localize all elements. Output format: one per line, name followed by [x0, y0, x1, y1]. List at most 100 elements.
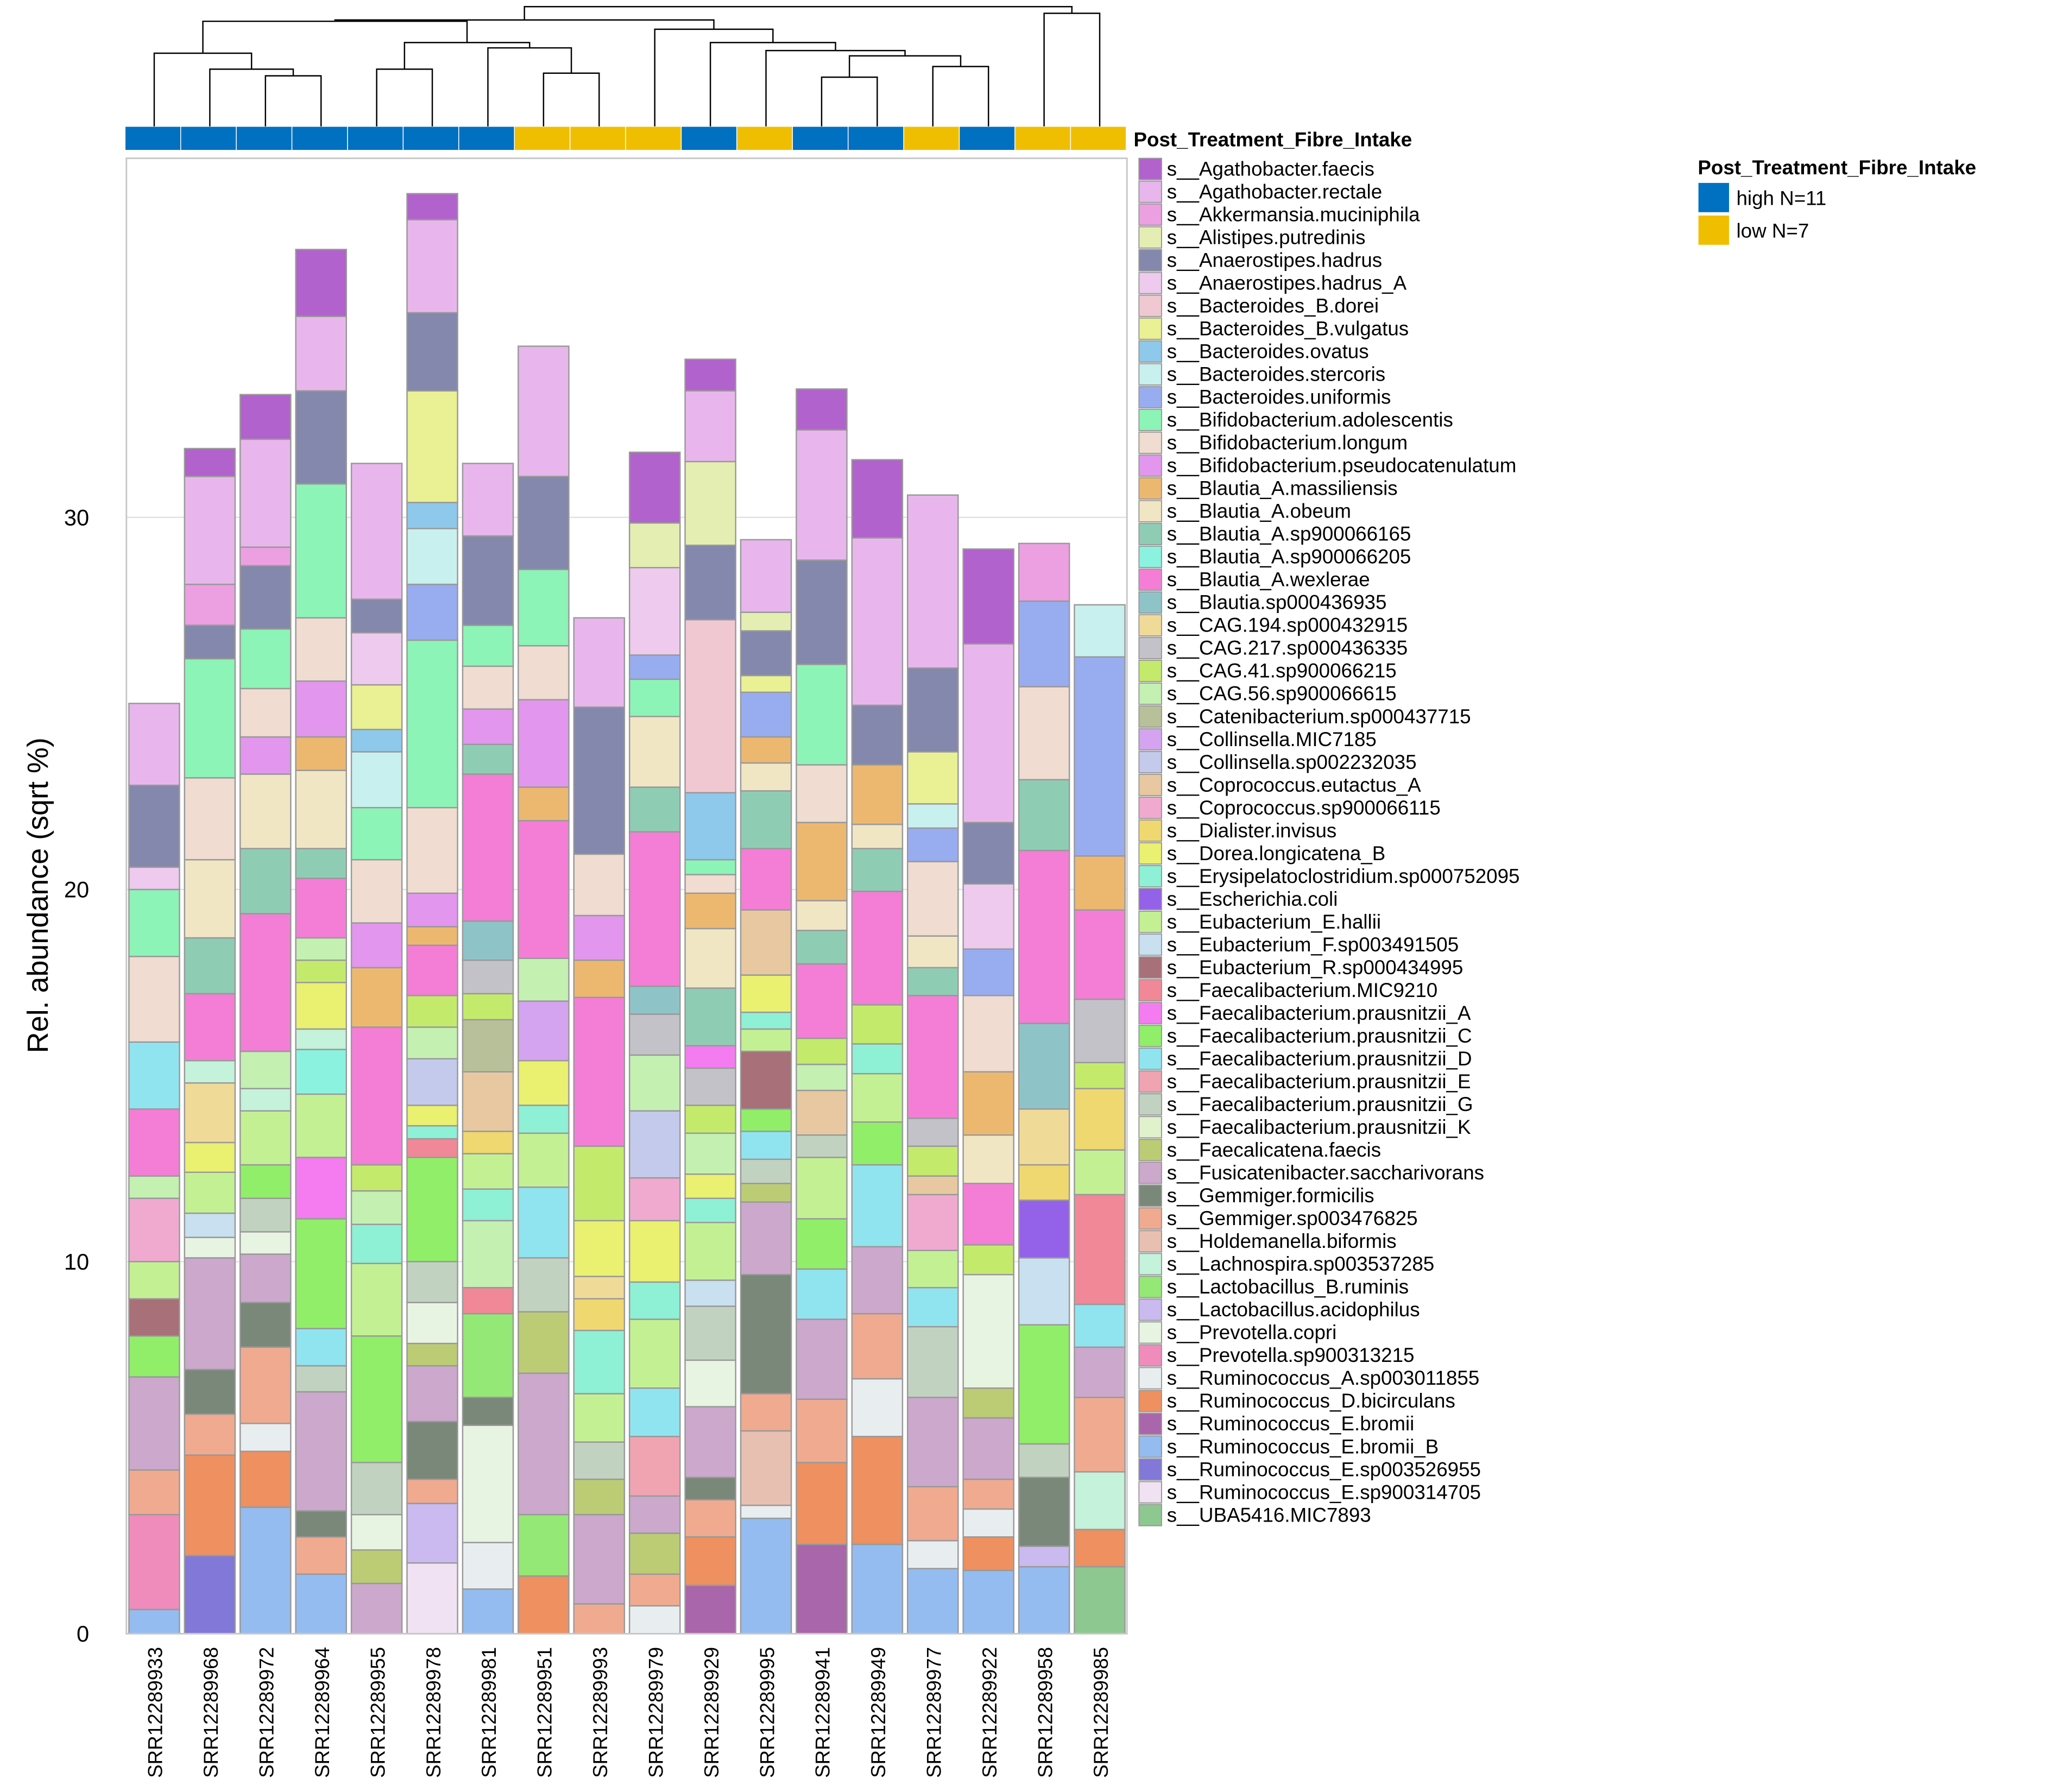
legend-swatch	[1138, 1162, 1162, 1184]
bar-segment	[796, 1134, 848, 1158]
legend-item: s__Blautia_A.wexlerae	[1138, 569, 1370, 591]
bar-segment	[239, 1088, 292, 1112]
bar-segment	[740, 848, 792, 911]
bar-segment	[740, 1393, 792, 1432]
group-annotation-cell	[903, 126, 960, 151]
bar-segment	[518, 1105, 570, 1134]
legend-swatch	[1138, 431, 1162, 454]
bar-segment	[350, 1164, 403, 1192]
bar-segment	[1018, 779, 1070, 851]
bar-segment	[1018, 1108, 1070, 1166]
group-annotation-cell	[124, 126, 181, 151]
legend-item: s__Faecalibacterium.prausnitzii_A	[1138, 1002, 1471, 1025]
bar-segment	[350, 1513, 403, 1551]
legend-item: s__Dialister.invisus	[1138, 819, 1336, 842]
legend-swatch	[1138, 545, 1162, 568]
bar-segment	[295, 483, 348, 619]
bar-segment	[350, 729, 403, 753]
legend-swatch	[1138, 682, 1162, 705]
group-annotation-cell	[291, 126, 348, 151]
bar-segment	[184, 1413, 236, 1456]
legend-swatch	[1138, 477, 1162, 500]
bar-SRR12289979	[628, 451, 681, 1635]
bar-segment	[628, 1532, 681, 1575]
bar-segment	[184, 1059, 236, 1084]
bar-segment	[295, 1049, 348, 1095]
bar-segment	[796, 822, 848, 901]
group-legend-swatch	[1697, 181, 1731, 214]
legend-swatch	[1138, 1481, 1162, 1504]
bar-segment	[851, 537, 904, 706]
bar-segment	[239, 565, 292, 630]
legend-swatch	[1138, 1093, 1162, 1116]
legend-swatch	[1138, 1048, 1162, 1070]
legend-item: s__Bacteroides_B.dorei	[1138, 294, 1379, 317]
legend-label: s__CAG.41.sp900066215	[1167, 660, 1397, 682]
legend-item: s__Faecalibacterium.prausnitzii_K	[1138, 1116, 1471, 1139]
bar-segment	[350, 632, 403, 686]
bar-segment	[740, 630, 792, 677]
bar-segment	[907, 1486, 959, 1542]
legend-label: s__Bacteroides_B.vulgatus	[1167, 317, 1409, 339]
legend-item: s__Ruminococcus_A.sp003011855	[1138, 1367, 1479, 1390]
bar-SRR12289929	[684, 358, 736, 1635]
bar-segment	[128, 888, 180, 957]
bar-segment	[350, 922, 403, 969]
bar-segment	[518, 1000, 570, 1062]
bar-segment	[128, 866, 180, 891]
bar-segment	[1018, 1476, 1070, 1547]
legend-label: s__Bifidobacterium.longum	[1167, 432, 1408, 454]
legend-swatch	[1138, 1139, 1162, 1162]
group-annotation-cell	[458, 126, 515, 151]
legend-swatch	[1138, 1025, 1162, 1048]
bar-segment	[851, 1313, 904, 1380]
bar-segment	[684, 619, 736, 794]
group-annotation-cell	[180, 126, 237, 151]
bar-segment	[740, 1504, 792, 1519]
bar-segment	[295, 1218, 348, 1329]
x-tick-label: SRR12289978	[422, 1647, 445, 1778]
bar-segment	[239, 848, 292, 914]
bar-segment	[684, 1499, 736, 1538]
bar-segment	[628, 1013, 681, 1056]
bar-segment	[462, 665, 514, 710]
bar-segment	[962, 1273, 1015, 1389]
bar-segment	[128, 1261, 180, 1299]
bar-segment	[350, 859, 403, 924]
legend-swatch	[1138, 1070, 1162, 1093]
legend-swatch	[1138, 1276, 1162, 1298]
bar-segment	[740, 790, 792, 849]
bar-segment	[184, 777, 236, 861]
legend-swatch	[1138, 933, 1162, 956]
bar-segment	[907, 803, 959, 829]
bar-segment	[128, 956, 180, 1043]
bar-segment	[740, 1517, 792, 1635]
legend-swatch	[1138, 1321, 1162, 1344]
bar-segment	[907, 1194, 959, 1251]
bar-segment	[796, 930, 848, 965]
bar-segment	[518, 476, 570, 570]
legend-swatch	[1138, 1458, 1162, 1481]
legend-swatch	[1138, 979, 1162, 1002]
bar-segment	[573, 1441, 626, 1480]
bar-segment	[1074, 1194, 1126, 1305]
y-tick-label: 10	[64, 1249, 89, 1274]
legend-item: s__Bifidobacterium.longum	[1138, 431, 1408, 454]
legend-swatch	[1138, 1298, 1162, 1321]
group-legend-swatch	[1697, 214, 1731, 247]
bar-segment	[1074, 656, 1126, 857]
bar-segment	[406, 219, 458, 314]
bar-segment	[295, 1510, 348, 1538]
bar-segment	[1018, 1566, 1070, 1635]
legend-swatch	[1138, 773, 1162, 797]
legend-swatch	[1138, 1002, 1162, 1025]
bar-segment	[184, 447, 236, 477]
bar-segment	[740, 762, 792, 792]
x-axis: SRR12289933 SRR12289968 SRR12289972 SRR1228…	[144, 1647, 1112, 1778]
x-tick-label: SRR12289941	[812, 1647, 834, 1778]
bar-segment	[518, 1059, 570, 1106]
legend-item: s__Bacteroides_B.vulgatus	[1138, 317, 1409, 340]
bar-segment	[239, 1050, 292, 1089]
bar-segment	[128, 1108, 180, 1177]
legend-item: s__Bifidobacterium.pseudocatenulatum	[1138, 455, 1516, 477]
